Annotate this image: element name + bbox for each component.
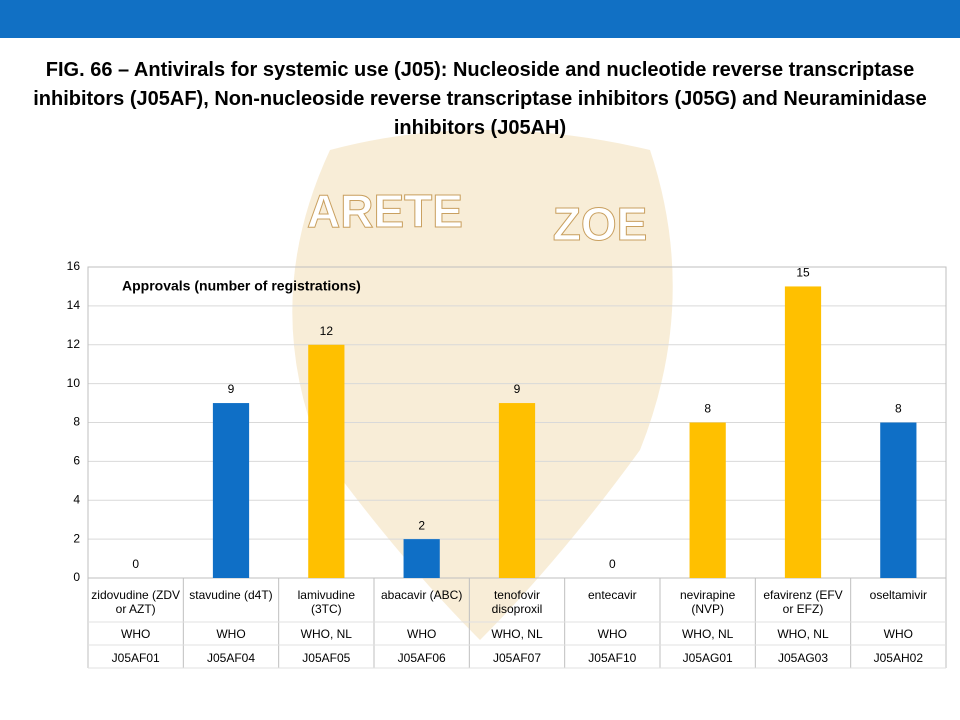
value-label: 8 [704,402,711,416]
source-label: WHO, NL [491,627,543,641]
x-tick-label: efavirenz (EFV or EFZ) [763,588,843,616]
source-label: WHO [407,627,437,641]
bar [403,539,440,578]
code-label: J05AH02 [873,651,923,665]
bar [498,403,536,578]
code-label: J05AF06 [397,651,446,665]
source-label: WHO, NL [300,627,352,641]
bar [689,422,726,578]
x-tick-label: zidovudine (ZDV or AZT) [91,588,181,616]
value-label: 0 [609,557,616,571]
source-label: WHO, NL [777,627,829,641]
source-label: WHO [597,627,627,641]
y-tick-label: 12 [67,337,81,351]
y-tick-label: 0 [73,570,80,584]
y-tick-label: 14 [67,298,81,312]
watermark-text: ZOE [553,198,648,250]
x-tick-label: stavudine (d4T) [189,588,273,602]
watermark-shield [292,130,673,640]
code-label: J05AF04 [206,651,255,665]
x-tick-label: entecavir [587,588,637,602]
value-label: 12 [320,324,334,338]
bar [212,403,250,578]
x-tick-label: lamivudine (3TC) [297,588,355,616]
source-label: WHO [883,627,913,641]
code-label: J05AF05 [302,651,351,665]
watermark-text: ARETE [307,185,463,237]
source-label: WHO [121,627,151,641]
chart-title: FIG. 66 – Antivirals for systemic use (J… [33,59,927,139]
y-tick-label: 10 [67,376,81,390]
x-tick-label: nevirapine (NVP) [679,588,736,616]
y-tick-label: 16 [67,259,81,273]
annotation: Approvals (number of registrations) [122,278,361,294]
value-label: 2 [418,518,425,532]
x-tick-label: tenofovir disoproxil [491,588,543,616]
y-tick-label: 4 [73,492,80,506]
code-label: J05AF07 [492,651,541,665]
x-tick-label: abacavir (ABC) [380,588,463,602]
value-label: 8 [895,402,902,416]
value-label: 9 [228,382,235,396]
y-tick-label: 2 [73,531,80,545]
source-label: WHO, NL [681,627,734,641]
value-label: 0 [132,557,139,571]
bar [308,344,345,578]
bar [784,286,822,578]
source-label: WHO [216,627,246,641]
code-label: J05AF01 [111,651,160,665]
code-label: J05AF10 [588,651,637,665]
bar [880,422,917,578]
code-label: J05AG01 [682,651,733,665]
code-label: J05AG03 [777,651,829,665]
x-tick-label: oseltamivir [869,588,927,602]
value-label: 9 [514,382,521,396]
y-tick-label: 8 [73,415,80,429]
top-band [0,0,960,38]
y-tick-label: 6 [73,454,80,468]
value-label: 15 [796,266,810,280]
